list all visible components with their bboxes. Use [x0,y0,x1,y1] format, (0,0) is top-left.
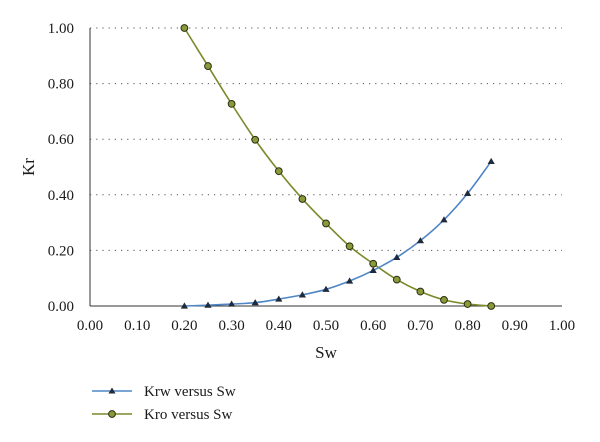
grid-lines [90,27,562,251]
legend-kro-label: Kro versus Sw [144,407,232,423]
x-tick-label: 1.00 [549,318,575,334]
krw-data-point [464,189,472,197]
y-tick-label: 0.00 [48,299,74,315]
x-tick-label: 0.20 [171,318,197,334]
x-tick-label: 0.50 [313,318,339,334]
krw-data-point [393,253,401,260]
legend-item-kro: Kro versus Sw [92,407,232,423]
kro-data-point [180,24,189,32]
y-tick-label: 0.40 [48,188,74,204]
axes [89,28,562,307]
krw-data-point [369,266,377,274]
kro-data-point [227,99,236,108]
series-krw-line [184,160,492,307]
krw-data-point [440,216,448,223]
kro-data-point [463,300,472,308]
y-tick-label: 0.60 [48,132,74,148]
y-tick-label: 0.20 [48,243,74,259]
kro-data-point [204,62,212,70]
krw-data-point [228,300,236,307]
kro-data-point [345,242,354,251]
kro-data-point [440,295,448,304]
kro-data-point [274,167,283,176]
kro-data-point [251,135,260,144]
kro-data-point [487,302,496,310]
krw-data-point [322,285,330,292]
krw-data-point [346,277,354,284]
x-tick-label: 0.30 [218,318,244,334]
y-tick-label: 1.00 [48,21,74,37]
x-tick-label: 0.80 [454,318,480,334]
kro-data-point [392,275,401,284]
krw-data-point [487,157,495,165]
x-axis-title: Sw [315,343,337,362]
krw-data-point [275,295,283,302]
tick-labels: 0.00 0.20 0.40 0.60 0.80 1.00 0.00 0.10 0.20 0.30… [48,21,575,334]
legend-item-krw: Krw versus Sw [92,384,236,400]
kro-data-point [298,195,307,203]
legend-krw-triangle-marker [108,387,116,394]
krw-data-point [180,302,188,309]
x-tick-label: 0.00 [77,318,103,334]
x-tick-label: 0.70 [407,318,433,334]
kro-data-point [369,259,378,268]
y-axis-title: Kr [19,158,38,176]
x-tick-label: 0.10 [124,318,150,334]
legend-kro-circle-marker [108,410,116,418]
krw-data-point [204,301,212,308]
series-kro [180,24,496,310]
krw-data-point [416,237,424,244]
krw-data-point [298,291,306,298]
x-tick-label: 0.60 [360,318,386,334]
series [180,24,496,310]
legend-krw-label: Krw versus Sw [144,384,236,400]
x-tick-label: 0.40 [266,318,292,334]
y-tick-label: 0.80 [48,77,74,93]
series-kro-line [183,27,492,307]
legend: Krw versus Sw Kro versus Sw [92,384,236,423]
kro-data-point [416,287,425,296]
series-krw [180,157,495,309]
x-tick-label: 0.90 [502,318,528,334]
krw-data-point [251,299,259,306]
kro-data-point [322,219,330,228]
